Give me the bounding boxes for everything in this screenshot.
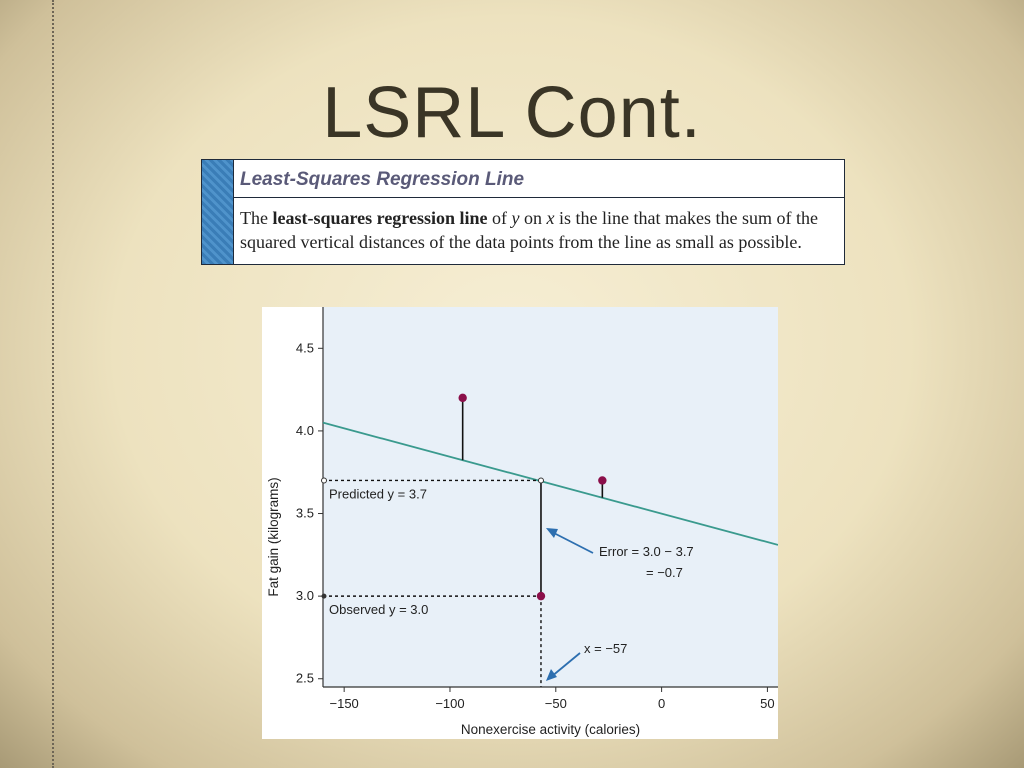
x-tick-label: 50 — [760, 696, 774, 711]
x-axis-title: Nonexercise activity (calories) — [461, 722, 640, 737]
y-tick-label: 2.5 — [296, 671, 314, 686]
observed-label: Observed y = 3.0 — [329, 602, 428, 617]
y-tick-label: 3.5 — [296, 506, 314, 521]
definition-var-x: x — [546, 208, 555, 228]
error-label-line-1: Error = 3.0 − 3.7 — [599, 544, 694, 559]
data-point — [458, 393, 467, 403]
observed-axis-marker — [321, 593, 327, 599]
definition-accent-strip — [202, 160, 234, 264]
plot-background — [323, 307, 778, 687]
definition-term: least-squares regression line — [272, 208, 488, 228]
y-tick-label: 3.0 — [296, 588, 314, 603]
y-tick-label: 4.5 — [296, 340, 314, 355]
regression-chart: −150 −100 −50 0 50 2.5 3.0 3.5 4.0 4.5 Nonexercise… — [266, 307, 779, 737]
definition-text-2: of — [487, 208, 512, 228]
slide-dotted-border — [52, 0, 54, 768]
chart-figure: −150 −100 −50 0 50 2.5 3.0 3.5 4.0 4.5 Nonexercise… — [262, 307, 779, 739]
definition-text-4: is the line that makes the sum of the sq… — [240, 208, 818, 252]
predicted-point-marker — [537, 477, 544, 484]
definition-text-1: The — [240, 208, 273, 228]
regression-line — [322, 421, 779, 546]
slide-title: LSRL Cont. — [322, 73, 702, 153]
error-arrow-head — [545, 528, 558, 538]
y-axis-title: Fat gain (kilograms) — [266, 477, 281, 596]
error-label-line-2: = −0.7 — [646, 565, 683, 580]
x-tick-label: −50 — [545, 696, 567, 711]
definition-box: Least-Squares Regression Line The least-… — [201, 159, 845, 265]
predicted-axis-marker — [321, 477, 327, 484]
y-tick-label: 4.0 — [296, 423, 314, 438]
x-arrow-head — [545, 669, 557, 681]
x-value-label: x = −57 — [584, 641, 627, 656]
x-tick-label: −100 — [435, 696, 464, 711]
definition-text-3: on — [519, 208, 547, 228]
data-point — [598, 476, 607, 485]
x-tick-label: −150 — [330, 696, 359, 711]
predicted-label: Predicted y = 3.7 — [329, 486, 427, 501]
definition-var-y: y — [511, 208, 520, 228]
definition-heading: Least-Squares Regression Line — [234, 160, 844, 198]
x-arrow-shaft — [550, 652, 581, 678]
definition-text: The least-squares regression line of y o… — [240, 206, 838, 254]
x-tick-label: 0 — [658, 696, 665, 711]
data-point — [536, 591, 546, 601]
error-arrow-shaft — [549, 530, 594, 554]
